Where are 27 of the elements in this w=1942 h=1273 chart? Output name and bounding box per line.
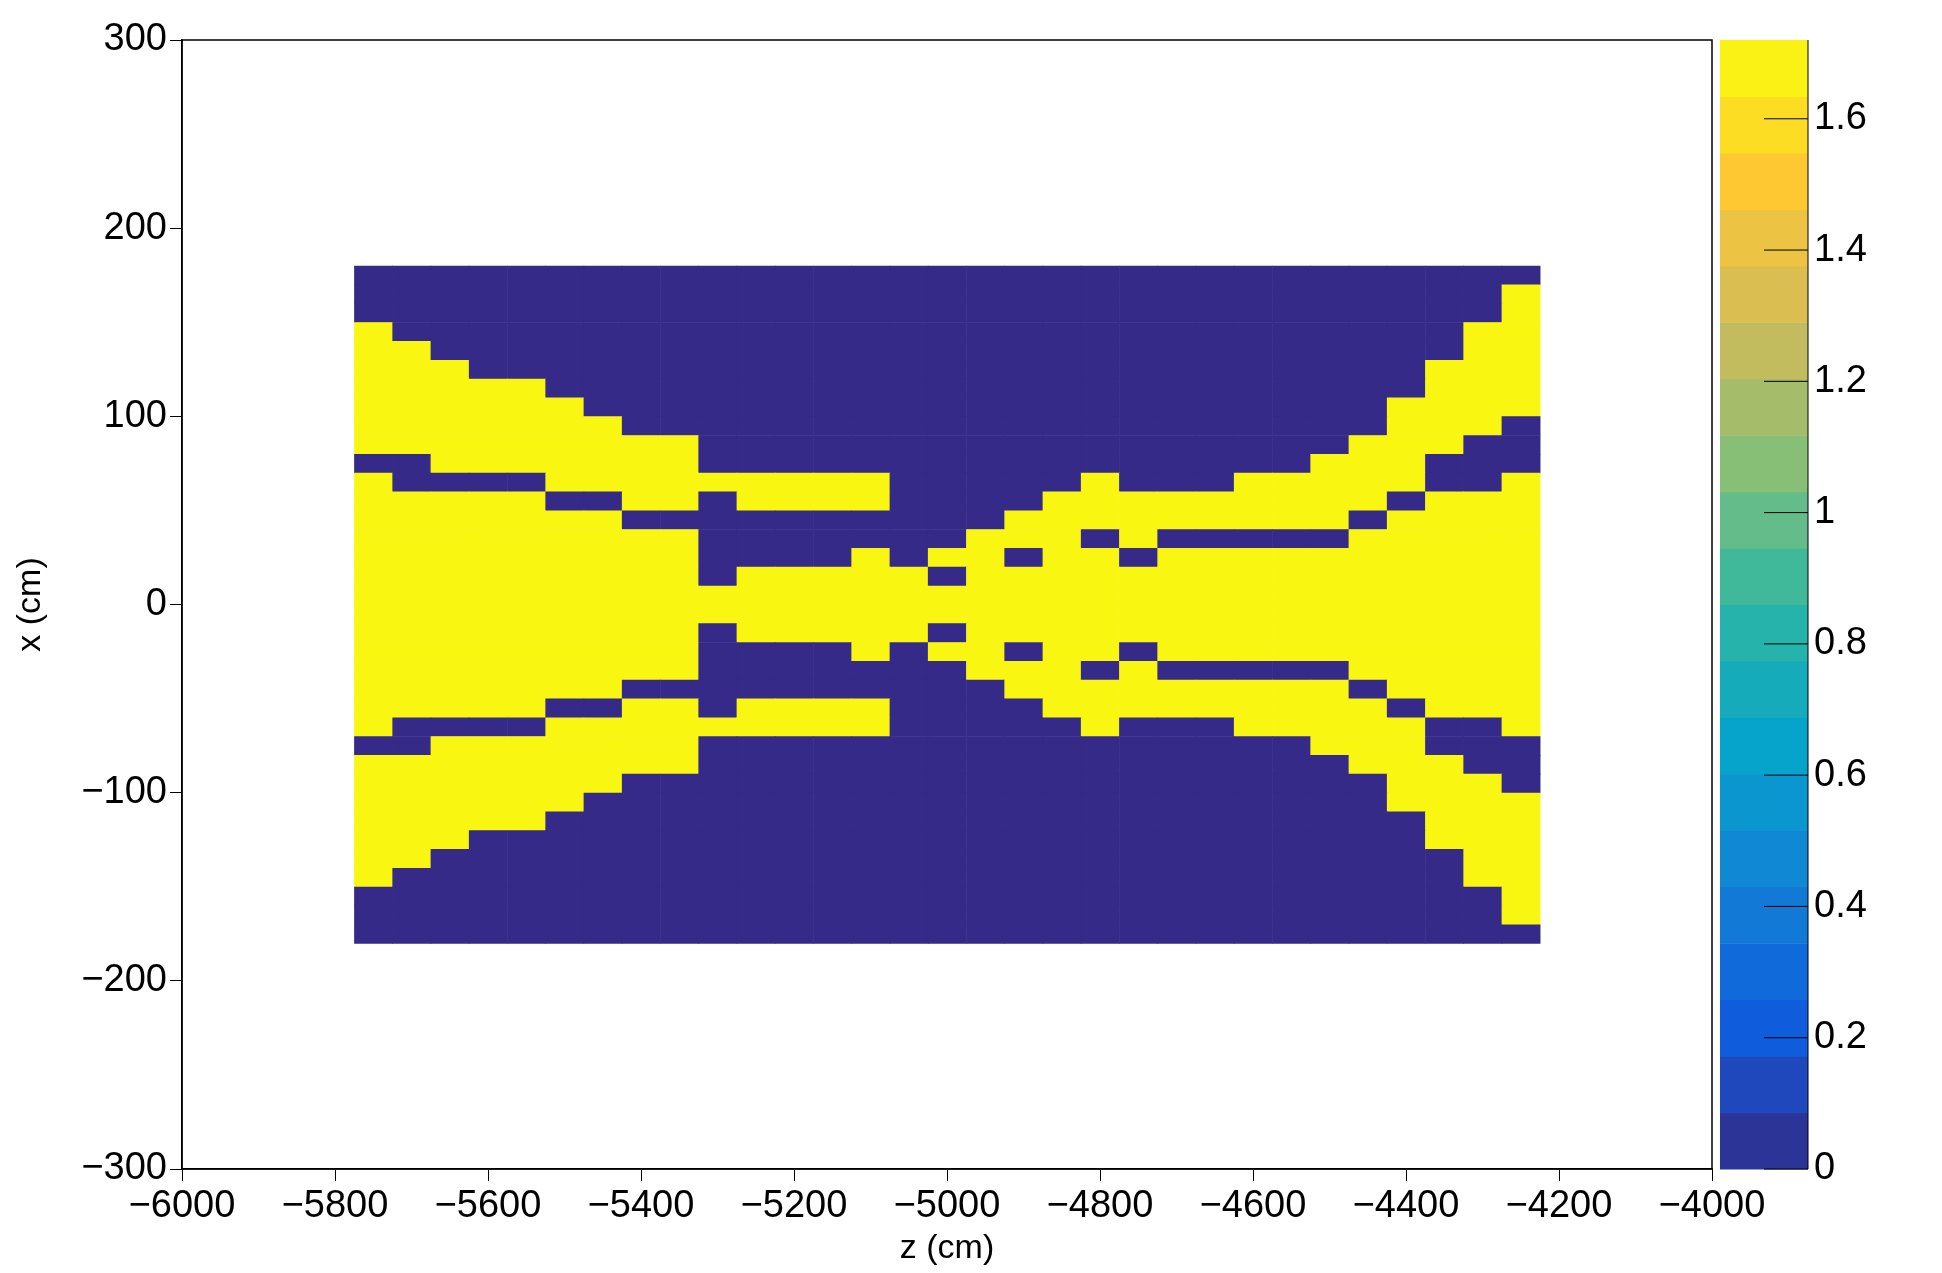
color-bar-label: 0.8 (1814, 620, 1867, 663)
color-bar-label: 1.4 (1814, 226, 1867, 269)
color-bar-label: 0.4 (1814, 882, 1867, 925)
color-bar-label: 0.2 (1814, 1014, 1867, 1057)
color-bar-label: 1 (1814, 489, 1836, 532)
y-tick-label: −200 (81, 957, 167, 1000)
color-bar-label: 0 (1814, 1145, 1836, 1188)
y-tick-label: 0 (145, 580, 167, 623)
x-tick-label: −5400 (587, 1183, 695, 1226)
x-tick-label: −4400 (1352, 1183, 1460, 1226)
x-tick-label: −4000 (1658, 1183, 1766, 1226)
y-tick-label: 300 (103, 16, 167, 59)
color-bar-label: 0.6 (1814, 751, 1867, 794)
color-bar-label: 1.6 (1814, 95, 1867, 138)
y-tick-label: −100 (81, 769, 167, 812)
x-axis-title: z (cm) (899, 1226, 995, 1265)
x-tick-label: −4800 (1046, 1183, 1154, 1226)
x-tick-label: −5800 (281, 1183, 389, 1226)
x-tick-label: −4200 (1505, 1183, 1613, 1226)
x-tick-label: −5000 (893, 1183, 1001, 1226)
y-axis-title: x (cm) (8, 557, 47, 652)
y-tick-label: 200 (103, 204, 167, 247)
color-bar-label: 1.2 (1814, 357, 1867, 400)
x-tick-label: −5600 (434, 1183, 542, 1226)
x-tick-label: −4600 (1199, 1183, 1307, 1226)
x-tick-label: −5200 (740, 1183, 848, 1226)
y-tick-label: 100 (103, 392, 167, 435)
